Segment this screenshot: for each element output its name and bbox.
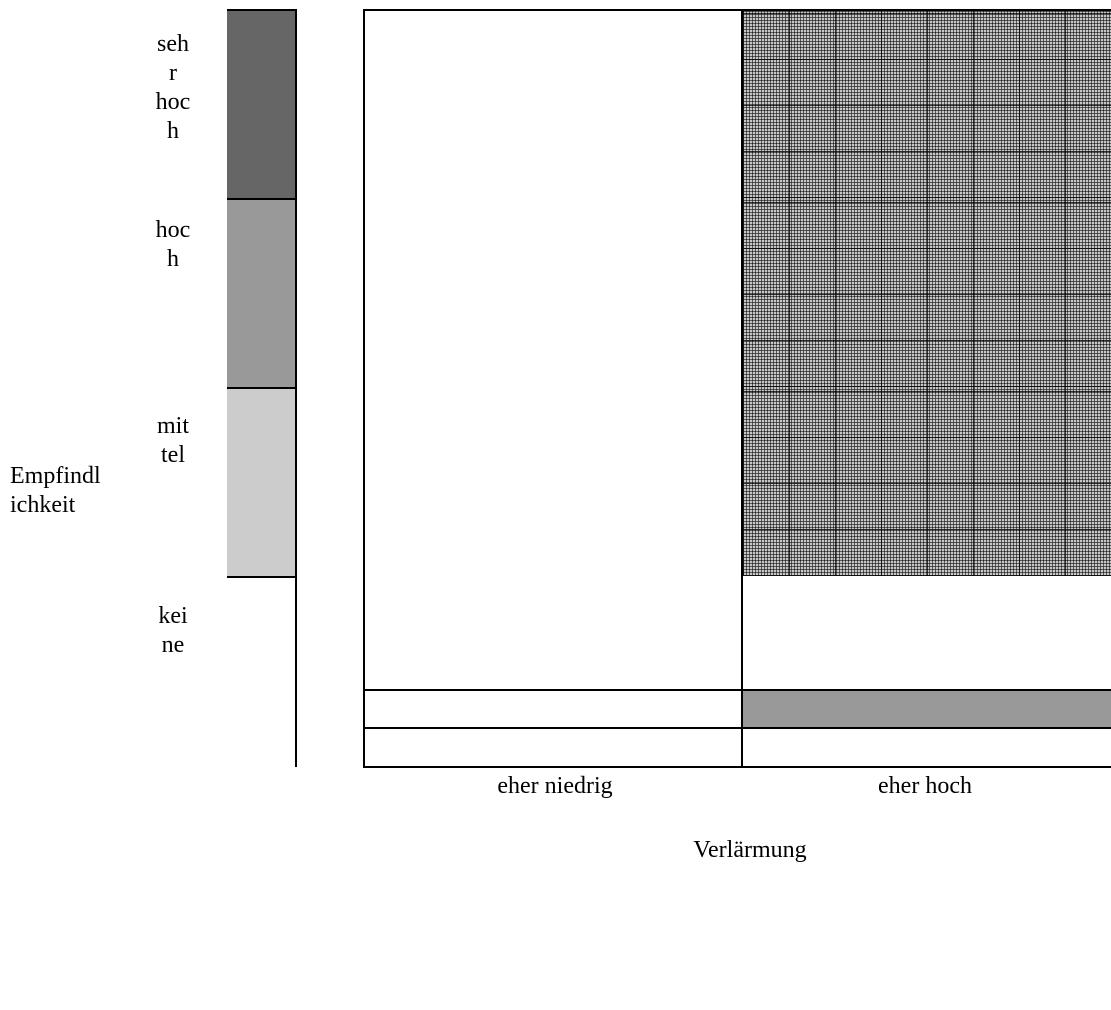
sensitivity-label-line: r xyxy=(169,60,177,86)
sensitivity-label-line: hoc xyxy=(155,89,191,115)
sensitivity-label-sehr-hoch: seh r hoc h xyxy=(138,30,208,146)
sensitivity-bar-keine xyxy=(227,577,296,766)
sensitivity-label-mittel: mit tel xyxy=(138,412,208,470)
sensitivity-label-line: kei xyxy=(158,603,188,629)
y-axis-title-line-1: Empfindl xyxy=(10,463,101,489)
sensitivity-bar-hoch xyxy=(227,199,296,388)
noise-scale-high xyxy=(741,689,1111,729)
sensitivity-label-line: h xyxy=(167,118,179,144)
sensitivity-bar-divider xyxy=(227,387,296,389)
matrix-cell-r1-c1-hatched xyxy=(741,198,1111,389)
x-axis-title: Verlärmung xyxy=(693,837,807,863)
x-scale-label-low: eher niedrig xyxy=(497,773,613,799)
y-axis-title: Empfindl ichkeit xyxy=(10,462,140,520)
sensitivity-label-line: seh xyxy=(157,31,189,57)
sensitivity-bar-border-top xyxy=(227,9,296,11)
x-scale-label-high: eher hoch xyxy=(878,773,972,799)
sensitivity-label-line: tel xyxy=(161,442,185,468)
matrix-cell-r3-c0 xyxy=(363,576,743,768)
noise-scale-low xyxy=(363,689,743,729)
matrix-cell-r0-c0 xyxy=(363,9,743,200)
sensitivity-axis-line xyxy=(295,9,297,767)
hatch-grid xyxy=(743,11,1111,198)
matrix-cell-r2-c1-hatched xyxy=(741,387,1111,578)
risk-matrix xyxy=(363,9,1111,769)
noise-scale-bar xyxy=(363,689,1111,729)
sensitivity-bar-divider xyxy=(227,198,296,200)
sensitivity-label-hoch: hoc h xyxy=(138,216,208,274)
hatch-grid xyxy=(743,198,1111,387)
sensitivity-label-line: h xyxy=(167,246,179,272)
matrix-cell-r1-c0 xyxy=(363,198,743,389)
sensitivity-bar-divider xyxy=(227,576,296,578)
sensitivity-label-keine: kei ne xyxy=(138,602,208,660)
sensitivity-label-line: mit xyxy=(156,413,189,439)
matrix-cell-r2-c0 xyxy=(363,387,743,578)
sensitivity-label-line: ne xyxy=(161,632,185,658)
hatch-grid xyxy=(743,387,1111,576)
sensitivity-label-line: hoc xyxy=(155,217,191,243)
sensitivity-bar-mittel xyxy=(227,388,296,577)
sensitivity-bar-sehr-hoch xyxy=(227,10,296,199)
matrix-cell-r3-c1 xyxy=(741,576,1111,768)
y-axis-title-line-2: ichkeit xyxy=(10,492,76,518)
matrix-cell-r0-c1-hatched xyxy=(741,9,1111,200)
